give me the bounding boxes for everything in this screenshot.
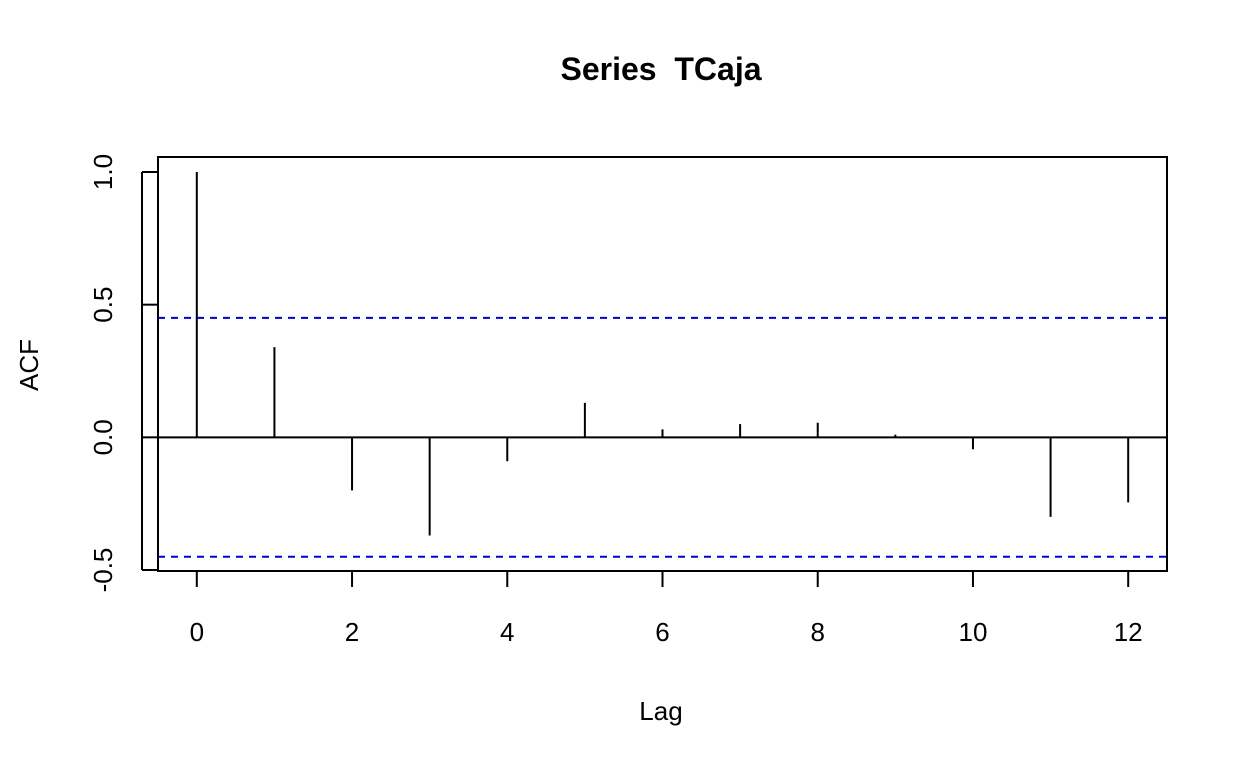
y-tick-label: 0.5: [88, 287, 118, 323]
x-tick-label: 0: [190, 617, 204, 647]
x-tick-label: 10: [959, 617, 988, 647]
x-axis: 0 2 4 6 8 10 12: [190, 570, 1143, 647]
y-tick-label: 0.0: [88, 419, 118, 455]
x-tick-label: 12: [1114, 617, 1143, 647]
x-axis-label: Lag: [639, 696, 682, 726]
plot-frame: [157, 156, 1168, 572]
x-tick-label: 6: [655, 617, 669, 647]
y-tick-label: 1.0: [88, 154, 118, 190]
y-axis: -0.5 0.0 0.5 1.0: [88, 154, 158, 592]
chart-title: Series TCaja: [561, 51, 762, 87]
x-tick-label: 4: [500, 617, 514, 647]
y-axis-label: ACF: [14, 339, 44, 391]
y-tick-label: -0.5: [88, 548, 118, 593]
x-tick-label: 2: [345, 617, 359, 647]
x-tick-label: 8: [810, 617, 824, 647]
acf-bars: [195, 172, 1130, 536]
